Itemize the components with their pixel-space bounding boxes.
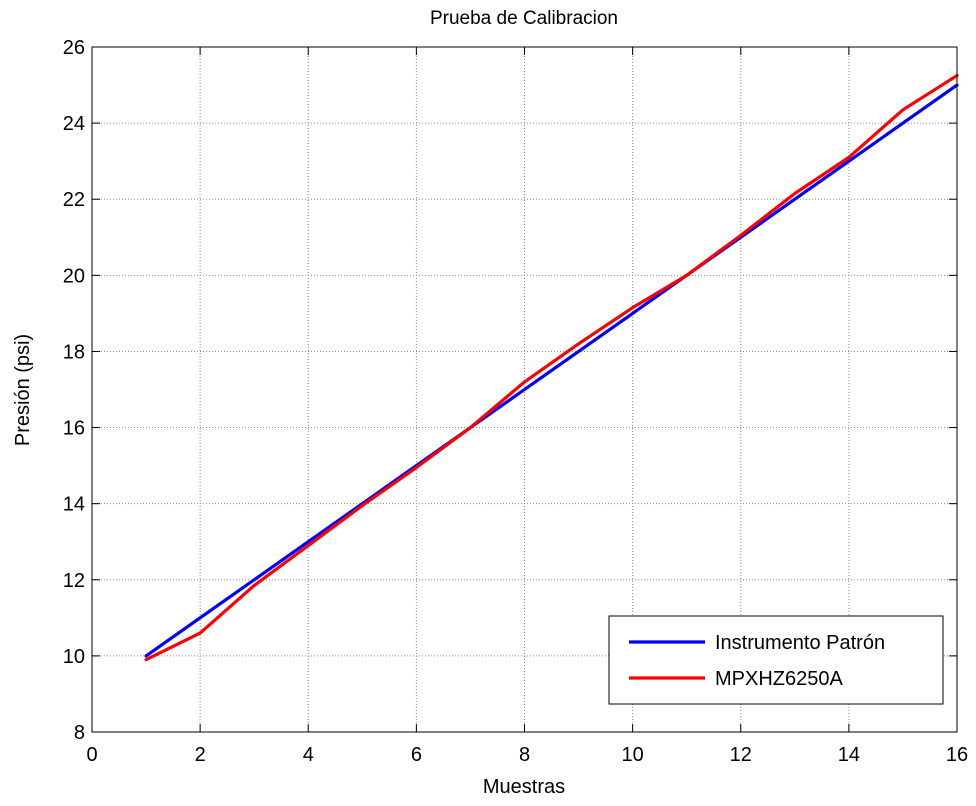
legend-label-1: MPXHZ6250A — [715, 668, 843, 690]
legend-label-0: Instrumento Patrón — [715, 632, 885, 654]
legend-box — [608, 615, 944, 705]
x-tick-label: 16 — [946, 744, 968, 766]
y-tick-label: 20 — [63, 265, 85, 287]
legend: Instrumento Patrón MPXHZ6250A — [608, 615, 944, 705]
axes-frame — [91, 46, 958, 733]
y-tick-label: 8 — [74, 722, 85, 744]
y-axis-label: Presión (psi) — [12, 334, 34, 446]
x-tick-label: 10 — [622, 744, 644, 766]
y-tick-label: 10 — [63, 646, 85, 668]
x-tick-label: 2 — [195, 744, 206, 766]
series-line-0 — [144, 83, 959, 658]
y-tick-label: 24 — [63, 113, 85, 135]
x-tick-label: 12 — [730, 744, 752, 766]
x-tick-label: 14 — [838, 744, 860, 766]
grid-lines — [92, 47, 957, 732]
x-axis-label: Muestras — [483, 776, 565, 798]
y-tick-label: 14 — [63, 494, 85, 516]
y-tick-label: 18 — [63, 341, 85, 363]
chart-title: Prueba de Calibracion — [430, 8, 618, 29]
series-lines — [144, 73, 959, 662]
y-tick-label: 22 — [63, 189, 85, 211]
y-tick-label: 12 — [63, 570, 85, 592]
x-tick-label: 0 — [86, 744, 97, 766]
x-tick-label: 6 — [411, 744, 422, 766]
y-tick-label: 16 — [63, 418, 85, 440]
y-tick-label: 26 — [63, 37, 85, 59]
x-tick-label: 8 — [519, 744, 530, 766]
series-line-1 — [144, 73, 959, 662]
x-tick-label: 4 — [303, 744, 314, 766]
